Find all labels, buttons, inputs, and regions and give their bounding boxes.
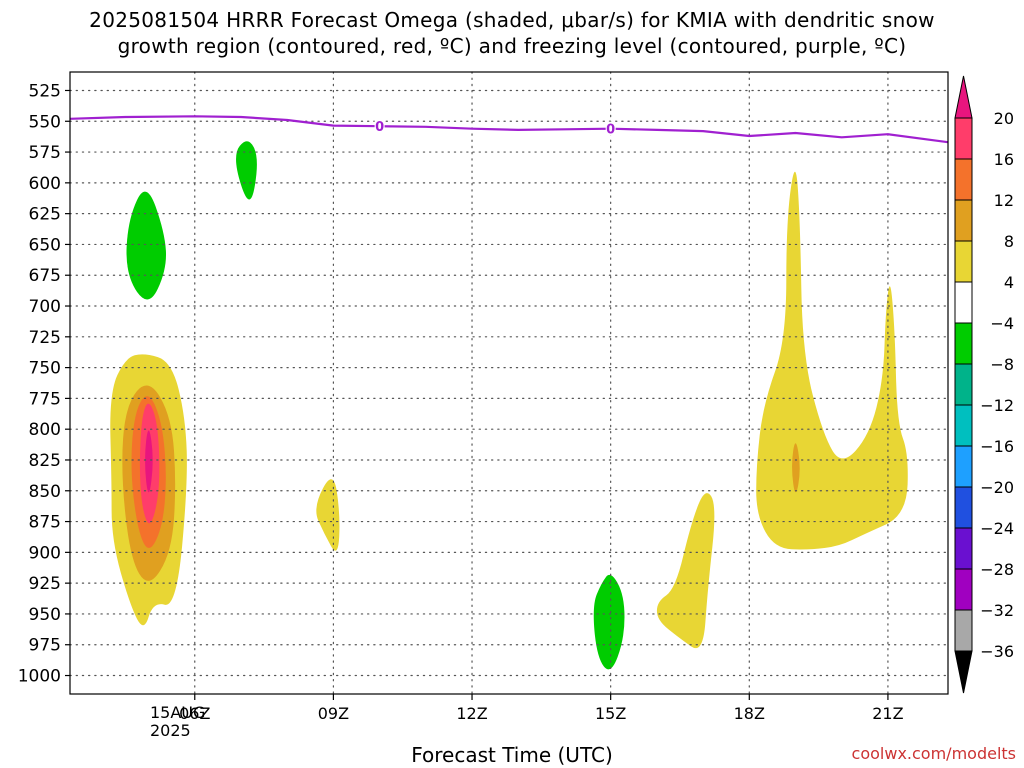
x-tick-label-09Z: 09Z xyxy=(318,704,349,723)
colorbar-label--16: −16 xyxy=(980,437,1014,456)
colorbar: 20 16 12 8 4 −4 −8 −12 −16 −20 −24 −28 −32 −36 xyxy=(954,75,1014,694)
x-axis-label: Forecast Time (UTC) xyxy=(411,743,613,767)
surface-terrain xyxy=(70,694,948,699)
x-tick-label-06Z: 06Z xyxy=(179,704,210,723)
colorbar-label-20: 20 xyxy=(994,109,1014,128)
colorbar-label--4: −4 xyxy=(990,314,1014,333)
omega-shading xyxy=(110,141,908,670)
y-tick-label-900: 900 xyxy=(29,543,61,563)
y-tick-label-650: 650 xyxy=(29,235,61,255)
colorbar-swatch-11 xyxy=(954,568,973,611)
date-label: 15AUG 2025 xyxy=(150,703,206,740)
y-tick-label-925: 925 xyxy=(29,574,61,594)
chart-title-line-1: 2025081504 HRRR Forecast Omega (shaded, … xyxy=(89,8,935,32)
chart-title-line-2: growth region (contoured, red, ºC) and f… xyxy=(117,34,907,58)
colorbar-swatch-2 xyxy=(954,199,973,242)
colorbar-swatch-3 xyxy=(954,240,973,283)
colorbar-top-arrow xyxy=(954,75,973,119)
y-tick-label-625: 625 xyxy=(29,205,61,225)
y-tick-label-575: 575 xyxy=(29,143,61,163)
freezing-level-line xyxy=(70,115,948,144)
colorbar-swatch-10 xyxy=(954,527,973,570)
colorbar-swatch-6 xyxy=(954,363,973,406)
colorbar-label-8: 8 xyxy=(1004,232,1014,251)
x-tick-label-21Z: 21Z xyxy=(872,704,903,723)
y-tick-label-975: 975 xyxy=(29,636,61,656)
y-tick-label-825: 825 xyxy=(29,451,61,471)
plot-frame xyxy=(69,71,949,695)
freezing-level-label-bg-1 xyxy=(605,121,616,136)
omega-region-10 xyxy=(756,171,908,550)
colorbar-label--36: −36 xyxy=(980,642,1014,661)
x-tick-label-12Z: 12Z xyxy=(456,704,487,723)
x-tick-label-15Z: 15Z xyxy=(595,704,626,723)
y-tick-label-725: 725 xyxy=(29,328,61,348)
colorbar-label-12: 12 xyxy=(994,191,1014,210)
watermark: coolwx.com/modelts xyxy=(851,744,1016,763)
omega-region-6 xyxy=(236,141,257,200)
colorbar-label--24: −24 xyxy=(980,519,1014,538)
freezing-level-label-0: 0 xyxy=(375,120,384,135)
y-tick-label-675: 675 xyxy=(29,266,61,286)
y-tick-label-700: 700 xyxy=(29,297,61,317)
colorbar-label-4: 4 xyxy=(1004,273,1014,292)
colorbar-swatch-7 xyxy=(954,404,973,447)
y-tick-label-550: 550 xyxy=(29,112,61,132)
colorbar-swatch-5 xyxy=(954,322,973,365)
omega-region-9 xyxy=(656,493,715,649)
y-axis: 525 550 575 600 625 650 675 700 725 750 775 800 825 8… xyxy=(18,81,70,687)
colorbar-label--12: −12 xyxy=(980,396,1014,415)
colorbar-label--32: −32 xyxy=(980,601,1014,620)
colorbar-swatch-9 xyxy=(954,486,973,529)
y-tick-label-950: 950 xyxy=(29,605,61,625)
y-tick-label-775: 775 xyxy=(29,389,61,409)
colorbar-swatch-4 xyxy=(954,281,973,324)
y-tick-label-600: 600 xyxy=(29,174,61,194)
y-tick-label-750: 750 xyxy=(29,359,61,379)
omega-region-8 xyxy=(593,574,625,670)
omega-region-11 xyxy=(792,443,800,493)
colorbar-label-16: 16 xyxy=(994,150,1014,169)
y-tick-label-525: 525 xyxy=(29,81,61,101)
date-label-day: 15AUG xyxy=(150,703,206,722)
grid-lines xyxy=(69,71,949,695)
colorbar-label--28: −28 xyxy=(980,560,1014,579)
omega-region-5 xyxy=(126,191,167,300)
date-label-year: 2025 xyxy=(150,721,191,740)
colorbar-label--20: −20 xyxy=(980,478,1014,497)
y-tick-label-850: 850 xyxy=(29,482,61,502)
x-axis: 06Z 09Z 12Z 15Z 18Z 21Z xyxy=(179,694,904,723)
colorbar-swatch-12 xyxy=(954,609,973,652)
colorbar-swatch-0 xyxy=(954,117,973,160)
y-tick-label-1000: 1000 xyxy=(18,667,61,687)
y-tick-label-875: 875 xyxy=(29,513,61,533)
colorbar-swatch-1 xyxy=(954,158,973,201)
surface-band xyxy=(70,694,948,699)
freezing-level-label-bg-0 xyxy=(374,119,385,134)
x-tick-label-18Z: 18Z xyxy=(734,704,765,723)
freezing-level-label-1: 0 xyxy=(606,123,615,138)
y-tick-label-800: 800 xyxy=(29,420,61,440)
omega-region-7 xyxy=(316,479,340,551)
colorbar-swatch-8 xyxy=(954,445,973,488)
colorbar-bottom-arrow xyxy=(954,650,973,694)
colorbar-label--8: −8 xyxy=(990,355,1014,374)
omega-region-4 xyxy=(145,430,153,493)
